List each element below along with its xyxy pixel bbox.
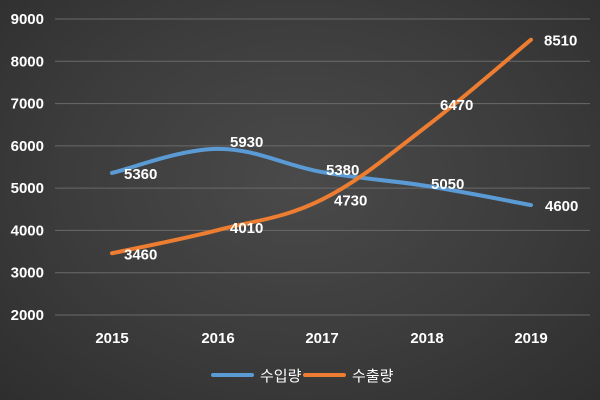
legend-label-export: 수출량 <box>352 367 394 385</box>
y-tick-label: 4000 <box>11 222 44 239</box>
y-tick-label: 6000 <box>11 138 44 155</box>
data-label-export: 6470 <box>440 97 473 114</box>
y-tick-label: 5000 <box>11 180 44 197</box>
x-tick-label: 2015 <box>95 330 128 347</box>
y-tick-label: 3000 <box>11 265 44 282</box>
series-lines <box>110 37 533 256</box>
series-line-import <box>110 146 533 208</box>
y-tick-label: 8000 <box>11 53 44 70</box>
data-label-import: 4600 <box>545 198 578 215</box>
y-tick-label: 7000 <box>11 96 44 113</box>
legend: 수입량 수출량 <box>211 367 394 385</box>
x-tick-label: 2017 <box>305 330 338 347</box>
x-tick-label: 2018 <box>410 330 443 347</box>
legend-label-import: 수입량 <box>260 367 302 385</box>
data-labels: 5360 5930 5380 5050 4600 3460 4010 4730 6470 8510 <box>124 33 578 264</box>
series-line-export <box>110 37 533 256</box>
x-axis-tick-labels: 2015 2016 2017 2018 2019 <box>95 330 547 347</box>
y-tick-label: 9000 <box>11 11 44 28</box>
x-tick-label: 2016 <box>201 330 234 347</box>
data-label-import: 5050 <box>431 176 464 193</box>
data-label-export: 4010 <box>230 220 263 237</box>
gridlines <box>55 18 590 316</box>
data-label-export: 8510 <box>544 33 577 50</box>
y-tick-label: 2000 <box>11 307 44 324</box>
data-label-import: 5360 <box>124 166 157 183</box>
x-tick-label: 2019 <box>514 330 547 347</box>
y-axis-tick-labels: 2000 3000 4000 5000 6000 7000 8000 9000 <box>11 11 44 324</box>
data-label-export: 4730 <box>334 193 367 210</box>
data-label-export: 3460 <box>124 246 157 263</box>
data-label-import: 5380 <box>326 162 359 179</box>
data-label-import: 5930 <box>230 134 263 151</box>
